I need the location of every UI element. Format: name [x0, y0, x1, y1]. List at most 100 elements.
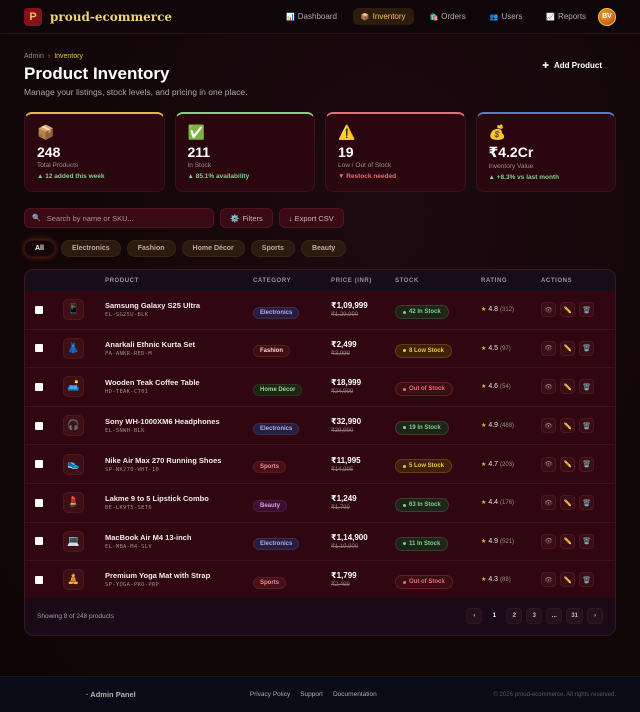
nav-dashboard[interactable]: 📊 Dashboard: [278, 8, 345, 25]
product-name[interactable]: Nike Air Max 270 Running Shoes: [105, 455, 222, 465]
stat-delta: ▲ +8.3% vs last month: [488, 174, 560, 181]
delete-button[interactable]: 🗑️: [579, 379, 594, 395]
edit-button[interactable]: ✏️: [560, 533, 575, 549]
logo[interactable]: P proud-ecommerce: [24, 7, 172, 26]
review-count: (97): [500, 345, 511, 352]
edit-button[interactable]: ✏️: [560, 379, 575, 395]
page-header: Admin › Inventory Product Inventory Mana…: [24, 53, 616, 97]
footer-link-documentation[interactable]: Documentation: [332, 691, 377, 698]
page-1[interactable]: 1: [492, 613, 496, 619]
product-name[interactable]: MacBook Air M4 13-inch: [105, 532, 192, 542]
view-button[interactable]: 👁: [541, 379, 556, 395]
page-3[interactable]: 3: [526, 608, 543, 624]
delete-button[interactable]: 🗑️: [579, 533, 594, 549]
product-name[interactable]: Premium Yoga Mat with Strap: [105, 571, 211, 581]
header-rating[interactable]: RATING: [481, 277, 508, 284]
footer-link-privacy-policy[interactable]: Privacy Policy: [249, 691, 291, 698]
edit-button[interactable]: ✏️: [560, 456, 575, 472]
nav-orders[interactable]: 🛍️ Orders: [422, 8, 474, 25]
product-name[interactable]: Lakme 9 to 5 Lipstick Combo: [105, 494, 209, 504]
row-checkbox[interactable]: [35, 575, 43, 584]
view-button[interactable]: 👁: [541, 495, 556, 511]
footer-link-support[interactable]: Support: [300, 691, 323, 698]
chip-home-d-cor[interactable]: Home Décor: [181, 240, 245, 257]
edit-button[interactable]: ✏️: [560, 418, 575, 434]
export-csv-button[interactable]: ↓ Export CSV: [278, 208, 344, 228]
category-badge: Electronics: [253, 306, 300, 319]
view-button[interactable]: 👁: [541, 456, 556, 472]
product-name[interactable]: Samsung Galaxy S25 Ultra: [105, 301, 201, 311]
breadcrumb-separator: ›: [47, 53, 51, 60]
search-input[interactable]: [46, 213, 206, 223]
product-name[interactable]: Anarkali Ethnic Kurta Set: [105, 339, 196, 349]
row-checkbox[interactable]: [35, 460, 43, 469]
row-checkbox[interactable]: [35, 305, 43, 314]
edit-button[interactable]: ✏️: [560, 302, 575, 318]
stock-label: Out of Stock: [409, 579, 445, 586]
delete-button[interactable]: 🗑️: [579, 302, 594, 318]
nav-users[interactable]: 👥 Users: [482, 8, 531, 25]
stock-badge: Out of Stock: [395, 575, 453, 590]
logo-mark: P: [24, 7, 42, 26]
product-name[interactable]: Wooden Teak Coffee Table: [105, 378, 200, 388]
header-category[interactable]: CATEGORY: [253, 277, 292, 284]
table-row: 🧘 Premium Yoga Mat with Strap SP-YOGA-PR…: [25, 561, 615, 600]
next-page-button[interactable]: ›: [587, 608, 603, 624]
rating-value: 4.9: [488, 537, 499, 545]
product-sku: EL-MBA-M4-SLV: [105, 543, 152, 550]
chip-beauty[interactable]: Beauty: [300, 240, 347, 257]
page-31[interactable]: 31: [566, 608, 583, 624]
header-stock[interactable]: STOCK: [395, 277, 419, 284]
prev-page-button[interactable]: ‹: [466, 608, 483, 624]
chip-sports[interactable]: Sports: [250, 240, 295, 257]
header-price[interactable]: PRICE (INR): [331, 277, 372, 284]
delete-button[interactable]: 🗑️: [579, 456, 594, 472]
chip-electronics[interactable]: Electronics: [60, 240, 121, 257]
header-product[interactable]: PRODUCT: [105, 277, 139, 284]
filters-button[interactable]: ⚙️ Filters: [220, 208, 273, 228]
review-count: (88): [500, 577, 511, 584]
chip-all[interactable]: All: [24, 240, 55, 257]
review-count: (488): [500, 423, 515, 430]
nav-inventory[interactable]: 📦 Inventory: [352, 8, 414, 25]
breadcrumb-admin[interactable]: Admin: [24, 53, 44, 60]
original-price: ₹1,799: [331, 505, 350, 512]
stock-label: 8 Low Stock: [409, 347, 445, 354]
stat-value: 248: [37, 144, 61, 160]
page-2[interactable]: 2: [506, 608, 523, 624]
price: ₹32,990: [331, 417, 362, 427]
delete-button[interactable]: 🗑️: [579, 572, 594, 588]
delete-button[interactable]: 🗑️: [579, 418, 594, 434]
row-checkbox[interactable]: [35, 382, 43, 391]
row-checkbox[interactable]: [35, 344, 43, 353]
product-name[interactable]: Sony WH-1000XM6 Headphones: [105, 417, 220, 427]
chip-fashion[interactable]: Fashion: [126, 240, 176, 257]
eye-icon: 👁: [544, 499, 553, 507]
stat-delta: ▲ 12 added this week: [37, 173, 105, 180]
delete-button[interactable]: 🗑️: [579, 495, 594, 511]
view-button[interactable]: 👁: [541, 533, 556, 549]
row-checkbox[interactable]: [35, 421, 43, 430]
star-icon: ★: [481, 500, 487, 507]
row-checkbox[interactable]: [35, 498, 43, 507]
star-icon: ★: [481, 577, 487, 584]
row-checkbox[interactable]: [35, 537, 43, 546]
view-button[interactable]: 👁: [541, 302, 556, 318]
nav-label: Reports: [558, 12, 587, 21]
add-product-button[interactable]: ✚ Add Product: [536, 57, 608, 74]
rating-value: 4.9: [488, 422, 499, 430]
user-avatar[interactable]: BV: [598, 7, 616, 26]
view-button[interactable]: 👁: [541, 572, 556, 588]
search-box[interactable]: 🔍: [24, 208, 214, 228]
view-button[interactable]: 👁: [541, 418, 556, 434]
status-dot-icon: [403, 310, 406, 314]
edit-button[interactable]: ✏️: [560, 572, 575, 588]
pencil-icon: ✏️: [563, 576, 572, 584]
view-button[interactable]: 👁: [541, 340, 556, 356]
dashboard-icon: 📊: [286, 13, 295, 21]
edit-button[interactable]: ✏️: [560, 340, 575, 356]
stat-icon: 💰: [488, 124, 506, 140]
nav-reports[interactable]: 📈 Reports: [538, 8, 594, 25]
edit-button[interactable]: ✏️: [560, 495, 575, 511]
delete-button[interactable]: 🗑️: [579, 340, 594, 356]
